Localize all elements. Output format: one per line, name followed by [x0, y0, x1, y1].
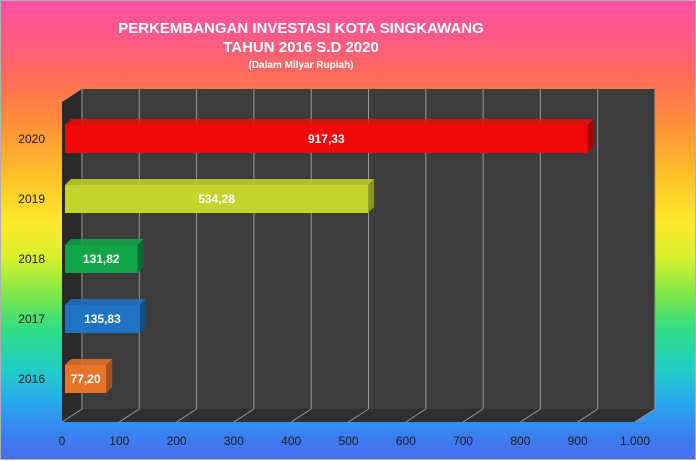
plot-area: 0 100 200 300 400 500 600 700 800 900 1.000 77,20 20…: [18, 89, 656, 448]
x-tick-label: 100: [109, 434, 129, 448]
bar-side: [587, 119, 594, 153]
x-tick-label: 600: [396, 434, 416, 448]
data-label: 131,82: [83, 252, 120, 266]
x-tick-label: 400: [281, 434, 301, 448]
bar-side: [139, 299, 146, 333]
chart-title: PERKEMBANGAN INVESTASI KOTA SINGKAWANG: [118, 20, 484, 37]
bar-top: [65, 359, 113, 365]
bar: [65, 365, 107, 393]
bar: [65, 245, 138, 273]
chart-title-line2: TAHUN 2016 S.D 2020: [223, 39, 379, 56]
gridline-floor: [462, 408, 484, 423]
y-tick-label: 2018: [18, 252, 45, 266]
bar-side: [137, 239, 144, 273]
data-label: 917,33: [308, 132, 345, 146]
y-tick-label: 2016: [18, 372, 45, 386]
x-tick-label: 300: [224, 434, 244, 448]
y-tick-label: 2019: [18, 192, 45, 206]
gridline-floor: [520, 408, 541, 423]
bar-side: [106, 359, 113, 393]
x-tick-label: 800: [510, 434, 530, 448]
data-label: 135,83: [84, 312, 121, 326]
data-label: 77,20: [71, 372, 101, 386]
bar: [65, 185, 369, 213]
gridline-floor: [233, 408, 255, 423]
gridline-floor: [61, 408, 83, 423]
bar-top: [65, 179, 375, 185]
gridline-floor: [348, 408, 369, 423]
bar-top: [65, 239, 144, 245]
chart-subtitle: (Dalam Milyar Rupiah): [248, 60, 353, 71]
x-tick-label: 500: [338, 434, 358, 448]
bar: [65, 305, 140, 333]
y-tick-label: 2020: [18, 132, 45, 146]
gridline-floor: [634, 408, 656, 423]
bar: [65, 125, 588, 153]
gridline-floor: [119, 408, 140, 423]
bar-top: [65, 299, 146, 305]
x-tick-label: 900: [568, 434, 588, 448]
x-tick-label: 200: [167, 434, 187, 448]
gridline-floor: [577, 408, 598, 423]
bar-side: [368, 179, 375, 213]
x-tick-label: 1.000: [620, 434, 650, 448]
bar-top: [65, 119, 594, 125]
x-tick-label: 700: [453, 434, 473, 448]
y-tick-label: 2017: [18, 312, 45, 326]
gridline-floor: [290, 408, 312, 423]
gridline-floor: [405, 408, 427, 423]
gridline-floor: [176, 408, 197, 423]
data-label: 534,28: [198, 192, 235, 206]
x-tick-label: 0: [59, 434, 66, 448]
